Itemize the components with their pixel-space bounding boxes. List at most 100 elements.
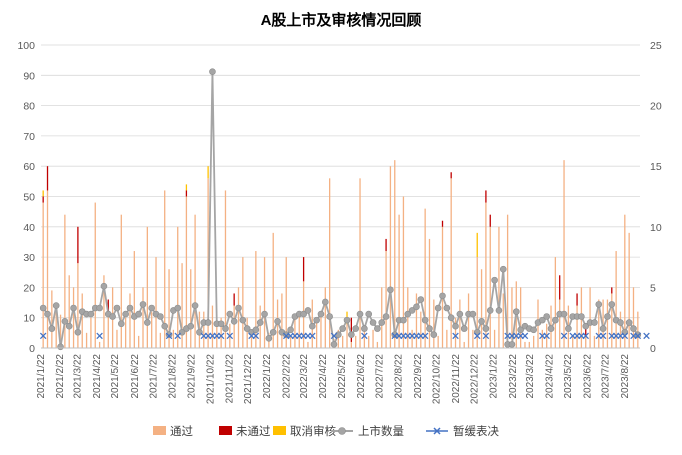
deferred-vote-stroke xyxy=(521,332,529,340)
legend-item: 上市数量 xyxy=(331,424,404,438)
deferred-vote-stroke xyxy=(421,332,429,340)
bar-passed xyxy=(489,226,491,348)
listing-count-point xyxy=(122,310,129,318)
bar-passed xyxy=(146,226,148,348)
listing-count-line xyxy=(39,68,642,351)
bar-passed xyxy=(480,269,483,348)
listing-count-point xyxy=(361,325,368,332)
legend: 通过 未通过 取消审核 上市数量 暂缓表决 xyxy=(153,424,499,438)
bar-cancelled xyxy=(185,184,188,191)
deferred-vote-point xyxy=(165,332,173,340)
listing-count-point xyxy=(365,310,373,318)
bar-passed xyxy=(220,317,222,348)
bar-failed xyxy=(450,172,452,179)
bar-passed xyxy=(307,341,309,348)
listing-count-point xyxy=(308,322,316,330)
bar-passed xyxy=(138,335,140,348)
x-tick-label: 2022/10/22 xyxy=(431,354,442,404)
x-tick-label: 2022/9/22 xyxy=(413,354,424,399)
listing-count-point xyxy=(109,313,116,320)
deferred-vote-point xyxy=(582,332,590,340)
x-tick-label: 2021/11/22 xyxy=(224,354,235,404)
bar-passed xyxy=(363,329,366,348)
bar-passed xyxy=(506,214,509,348)
deferred-vote-markers xyxy=(39,332,650,340)
bar-passed xyxy=(168,269,170,348)
x-tick-label: 2022/12/22 xyxy=(470,354,481,404)
bar-passed xyxy=(107,311,109,348)
listing-count-point xyxy=(126,304,134,312)
listing-count-point xyxy=(243,325,251,332)
listing-count-point xyxy=(456,310,464,318)
bar-cancelled xyxy=(42,190,44,197)
listing-count-point xyxy=(209,68,216,75)
bar-passed xyxy=(454,317,457,348)
listing-count-point xyxy=(374,325,381,332)
left-tick-label: 0 xyxy=(29,343,35,355)
listing-count-point xyxy=(426,325,433,332)
listing-count-point xyxy=(226,310,234,318)
listing-count-point xyxy=(547,325,555,332)
listing-count-point xyxy=(330,341,338,348)
listing-count-point xyxy=(148,304,155,312)
legend-item: 未通过 xyxy=(219,425,271,438)
listing-count-point xyxy=(265,335,273,342)
bar-passed xyxy=(463,341,465,348)
bar-failed xyxy=(385,238,387,252)
bar-passed xyxy=(528,341,530,348)
listing-count-point xyxy=(400,316,407,324)
listing-count-point xyxy=(591,319,598,326)
bar-passed xyxy=(315,317,318,348)
x-tick-label: 2021/6/22 xyxy=(130,354,141,399)
deferred-vote-point xyxy=(217,332,225,340)
listing-count-point xyxy=(452,322,459,330)
x-tick-label: 2022/1/22 xyxy=(262,354,273,399)
bar-passed xyxy=(398,214,400,348)
listing-count-point xyxy=(543,313,550,320)
bar-passed xyxy=(124,317,127,348)
listing-count-point xyxy=(382,313,390,320)
listing-count-point xyxy=(595,301,603,308)
deferred-vote-stroke xyxy=(621,332,629,340)
listing-count-point xyxy=(100,282,108,290)
bar-passed xyxy=(598,299,600,348)
listing-count-point xyxy=(447,314,455,322)
listing-count-point xyxy=(161,322,169,330)
bar-passed xyxy=(72,287,75,348)
x-tick-label: 2022/5/22 xyxy=(337,354,348,399)
listing-count-point xyxy=(625,319,633,326)
x-tick-label: 2021/1/22 xyxy=(36,354,47,399)
x-tick-label: 2021/9/22 xyxy=(187,354,198,399)
deferred-vote-stroke xyxy=(599,332,607,340)
bar-passed xyxy=(389,166,392,348)
deferred-vote-stroke xyxy=(560,332,568,340)
deferred-vote-point xyxy=(226,332,234,340)
deferred-vote-point xyxy=(174,332,181,340)
bar-cancelled xyxy=(476,232,478,258)
bar-passed xyxy=(59,314,62,348)
x-tick-label: 2022/2/22 xyxy=(282,354,293,399)
listing-count-point xyxy=(560,310,568,318)
listing-count-point xyxy=(352,325,359,332)
bar-passed xyxy=(142,287,144,348)
legend-label: 取消审核 xyxy=(290,424,336,438)
deferred-vote-point xyxy=(521,332,529,340)
bar-passed xyxy=(585,335,587,348)
legend-label: 未通过 xyxy=(236,425,271,438)
bar-passed xyxy=(164,190,166,348)
listing-count-point xyxy=(404,310,412,318)
bar-passed xyxy=(133,251,135,348)
left-tick-label: 80 xyxy=(23,101,35,113)
bar-passed xyxy=(355,335,357,348)
deferred-vote-stroke xyxy=(226,332,234,340)
bar-passed xyxy=(498,226,500,348)
listing-count-point xyxy=(230,318,238,325)
bar-passed xyxy=(394,160,396,348)
bar-passed xyxy=(437,335,439,348)
bar-passed xyxy=(337,329,339,348)
listing-count-point xyxy=(74,328,82,336)
deferred-vote-point xyxy=(252,332,260,340)
listing-count-point xyxy=(322,298,329,306)
bar-passed xyxy=(298,311,300,348)
bar-passed xyxy=(94,202,96,348)
